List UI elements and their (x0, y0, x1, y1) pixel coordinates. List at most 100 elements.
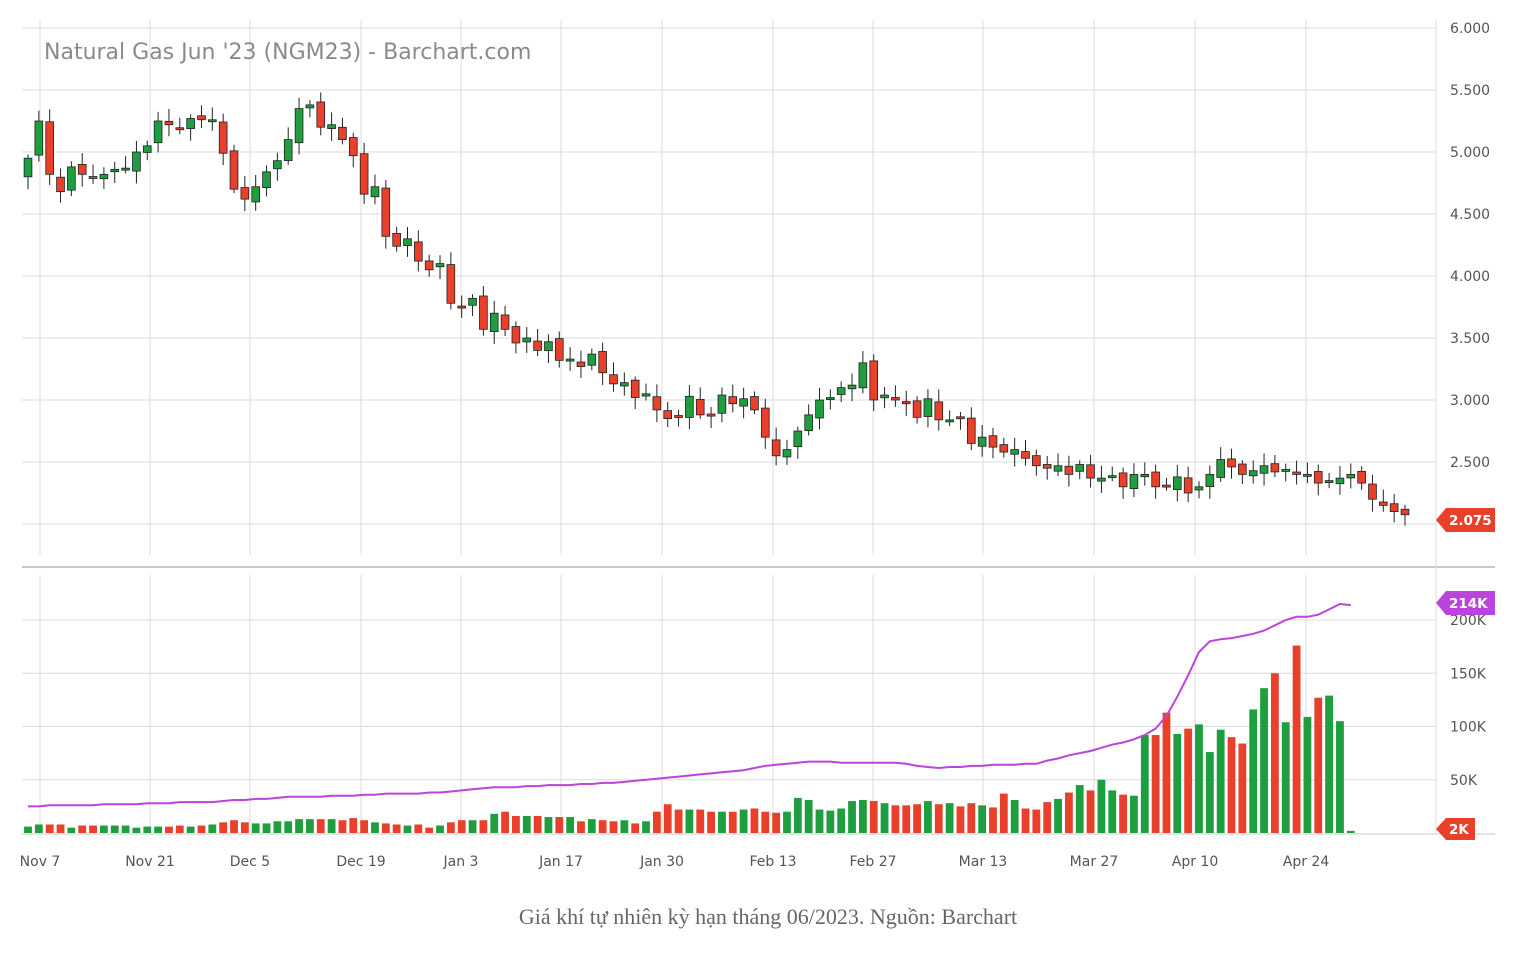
volume-bar (891, 805, 900, 833)
volume-bar (577, 821, 585, 833)
candle-body (240, 187, 250, 200)
volume-bar (1151, 735, 1160, 833)
candle-body (1162, 484, 1171, 488)
volume-bar (1173, 733, 1182, 833)
volume-bar (143, 826, 152, 833)
candle-body (641, 393, 651, 397)
volume-bar (631, 823, 640, 833)
price-tick-label: 4.500 (1450, 207, 1490, 223)
candle-body (1303, 473, 1312, 477)
candle-body (782, 449, 792, 458)
volume-bar (295, 819, 303, 833)
volume-bar (273, 821, 282, 833)
volume-bar (967, 803, 976, 833)
candle-body (1270, 463, 1280, 473)
volume-bar (425, 827, 434, 833)
date-tick-label: Nov 21 (125, 854, 175, 870)
candle-body (663, 410, 673, 419)
volume-bar (544, 817, 553, 833)
volume-bar (414, 824, 423, 833)
candle-body (164, 120, 174, 126)
candle-body (381, 187, 391, 237)
candle-body (901, 401, 911, 405)
candle-body (1335, 477, 1345, 485)
volume-bar (121, 825, 130, 833)
volume-bar (793, 797, 802, 833)
volume-bar (1336, 721, 1344, 833)
volume-bar (663, 804, 672, 833)
candle-body (576, 361, 586, 367)
price-tick-label: 5.000 (1450, 145, 1490, 161)
volume-bar (24, 826, 32, 833)
candle-body (1357, 470, 1366, 484)
volume-bar (1260, 688, 1268, 833)
volume-bar (1292, 645, 1301, 833)
volume-bar (945, 803, 954, 833)
candle-body (934, 401, 944, 421)
candle-body (327, 124, 336, 130)
candle-body (652, 396, 662, 411)
candle-body (717, 394, 727, 414)
candle-body (587, 353, 597, 366)
volume-bar (924, 801, 932, 833)
price-tick-label: 6.000 (1450, 21, 1490, 37)
volume-bar (978, 805, 987, 833)
volume-bar (1346, 830, 1355, 833)
volume-bar (739, 809, 748, 833)
candle-body (1097, 477, 1106, 482)
candle-body (273, 160, 282, 170)
volume-bar (999, 793, 1008, 833)
volume-bar (338, 820, 347, 833)
candle-body (533, 340, 542, 351)
volume-bar (620, 820, 629, 833)
date-tick-label: Mar 27 (1070, 854, 1119, 870)
candle-body (1379, 501, 1388, 506)
candle-body (403, 238, 412, 247)
volume-bar (728, 811, 737, 833)
candle-body (912, 400, 922, 418)
volume-bar (67, 827, 76, 833)
candle-body (1238, 463, 1247, 475)
candle-body (175, 127, 185, 131)
volume-bar (533, 815, 542, 833)
candle-body (522, 337, 532, 343)
volume-bar (826, 810, 835, 833)
candle-body (305, 104, 315, 109)
candle-body (858, 362, 868, 389)
candle-body (435, 263, 445, 268)
volume-bar (1054, 798, 1062, 833)
candle-body (294, 108, 304, 144)
volume-bar (989, 807, 997, 833)
volume-bar (858, 799, 867, 833)
volume-bar (1270, 673, 1279, 833)
volume-bar (837, 808, 846, 833)
volume-bar (707, 811, 715, 833)
candle-body (706, 413, 716, 417)
volume-axis: 200K 150K 100K 50K (1450, 613, 1487, 789)
price-tick-label: 2.500 (1450, 455, 1490, 471)
price-candles (23, 92, 1410, 526)
candle-body (34, 120, 44, 156)
candle-body (132, 151, 141, 172)
volume-bar (490, 813, 499, 833)
candle-body (630, 379, 640, 398)
volume-bar (674, 809, 683, 833)
candle-body (479, 295, 488, 330)
volume-bar (240, 822, 249, 833)
candle-body (966, 417, 976, 444)
volume-bar (1195, 724, 1203, 833)
candle-body (869, 360, 879, 401)
volume-bar (284, 821, 293, 833)
candle-body (760, 407, 770, 438)
candle-body (1140, 473, 1150, 478)
volume-bar (815, 809, 824, 833)
candle-body (1032, 455, 1041, 467)
price-volume-chart: 6.000 5.500 5.000 4.500 4.000 3.500 3.000 2.500… (20, 20, 1495, 870)
volume-bar (175, 825, 184, 833)
candle-body (414, 241, 423, 262)
candle-body (999, 444, 1009, 453)
volume-bar (154, 826, 163, 833)
candle-body (923, 398, 933, 417)
candle-body (739, 398, 748, 407)
volume-bar (1021, 808, 1030, 833)
